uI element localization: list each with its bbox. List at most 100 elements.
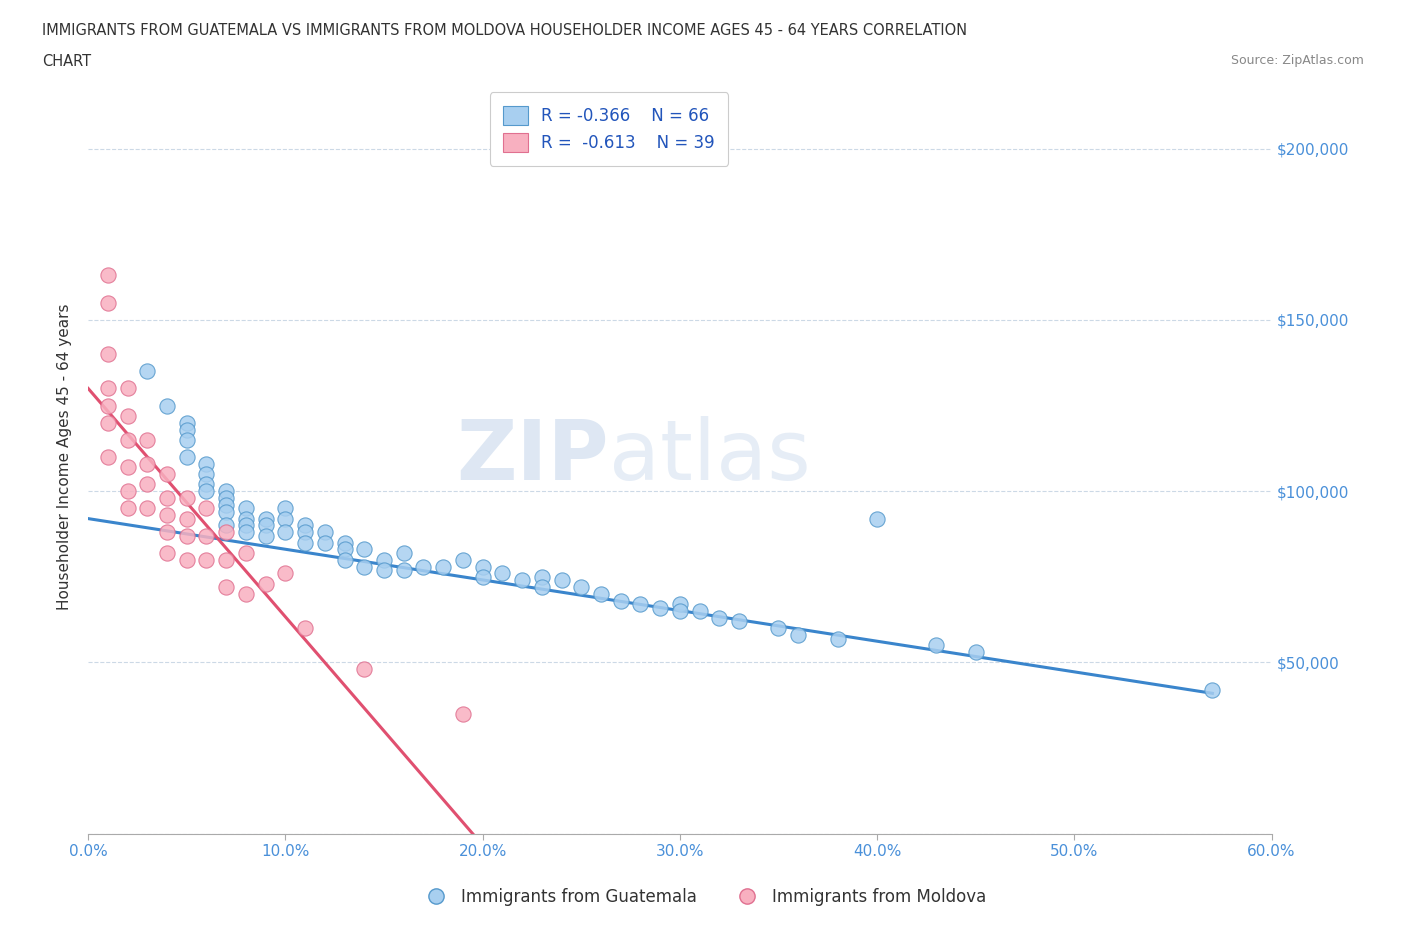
Text: atlas: atlas <box>609 417 811 498</box>
Point <box>628 597 651 612</box>
Point <box>156 508 179 523</box>
Point <box>530 569 553 584</box>
Point <box>215 504 238 519</box>
Point <box>195 477 218 492</box>
Point <box>274 525 297 539</box>
Point <box>97 296 120 311</box>
Y-axis label: Householder Income Ages 45 - 64 years: Householder Income Ages 45 - 64 years <box>58 304 72 610</box>
Point <box>97 398 120 413</box>
Point <box>235 545 257 560</box>
Point <box>195 457 218 472</box>
Point <box>136 477 159 492</box>
Point <box>1201 683 1223 698</box>
Point <box>176 528 198 543</box>
Point <box>392 545 415 560</box>
Point <box>392 563 415 578</box>
Point <box>432 559 454 574</box>
Point <box>925 638 948 653</box>
Point <box>195 552 218 567</box>
Point <box>451 552 474 567</box>
Point <box>728 614 751 629</box>
Point <box>669 597 692 612</box>
Point <box>787 628 810 643</box>
Point <box>569 579 592 594</box>
Point <box>97 449 120 464</box>
Point <box>156 467 179 482</box>
Point <box>689 604 711 618</box>
Point <box>294 535 316 550</box>
Point <box>235 587 257 602</box>
Legend: Immigrants from Guatemala, Immigrants from Moldova: Immigrants from Guatemala, Immigrants fr… <box>413 881 993 912</box>
Point <box>176 512 198 526</box>
Point <box>136 501 159 516</box>
Point <box>156 491 179 506</box>
Point <box>609 593 631 608</box>
Point <box>294 518 316 533</box>
Point <box>215 552 238 567</box>
Text: CHART: CHART <box>42 54 91 69</box>
Point <box>451 707 474 722</box>
Point <box>333 535 356 550</box>
Point <box>294 621 316 636</box>
Point <box>97 415 120 430</box>
Point <box>117 484 139 498</box>
Point <box>156 525 179 539</box>
Point <box>176 552 198 567</box>
Legend: R = -0.366    N = 66, R =  -0.613    N = 39: R = -0.366 N = 66, R = -0.613 N = 39 <box>489 92 728 166</box>
Point <box>254 577 277 591</box>
Point <box>709 610 731 625</box>
Point <box>314 535 336 550</box>
Point <box>373 552 395 567</box>
Point <box>117 432 139 447</box>
Point <box>550 573 572 588</box>
Point <box>176 449 198 464</box>
Point <box>274 512 297 526</box>
Point <box>669 604 692 618</box>
Point <box>235 512 257 526</box>
Point <box>314 525 336 539</box>
Point <box>117 501 139 516</box>
Point <box>530 579 553 594</box>
Point <box>254 528 277 543</box>
Point <box>215 491 238 506</box>
Point <box>215 525 238 539</box>
Point <box>117 459 139 474</box>
Point <box>176 491 198 506</box>
Text: IMMIGRANTS FROM GUATEMALA VS IMMIGRANTS FROM MOLDOVA HOUSEHOLDER INCOME AGES 45 : IMMIGRANTS FROM GUATEMALA VS IMMIGRANTS … <box>42 23 967 38</box>
Text: Source: ZipAtlas.com: Source: ZipAtlas.com <box>1230 54 1364 67</box>
Point <box>156 545 179 560</box>
Point <box>215 579 238 594</box>
Point <box>650 600 672 615</box>
Point <box>866 512 889 526</box>
Point <box>195 501 218 516</box>
Point <box>156 398 179 413</box>
Point <box>274 566 297 581</box>
Point <box>195 528 218 543</box>
Point <box>136 364 159 379</box>
Point <box>589 587 612 602</box>
Point <box>254 512 277 526</box>
Point <box>176 422 198 437</box>
Point <box>235 525 257 539</box>
Point <box>412 559 434 574</box>
Point <box>768 621 790 636</box>
Point <box>215 518 238 533</box>
Text: ZIP: ZIP <box>457 417 609 498</box>
Point <box>195 484 218 498</box>
Point <box>97 347 120 362</box>
Point <box>491 566 513 581</box>
Point <box>235 501 257 516</box>
Point <box>471 559 494 574</box>
Point <box>176 415 198 430</box>
Point <box>827 631 849 646</box>
Point <box>294 525 316 539</box>
Point <box>274 501 297 516</box>
Point <box>97 268 120 283</box>
Point <box>215 484 238 498</box>
Point <box>471 569 494 584</box>
Point <box>510 573 533 588</box>
Point <box>373 563 395 578</box>
Point <box>97 381 120 396</box>
Point <box>136 457 159 472</box>
Point <box>353 662 375 677</box>
